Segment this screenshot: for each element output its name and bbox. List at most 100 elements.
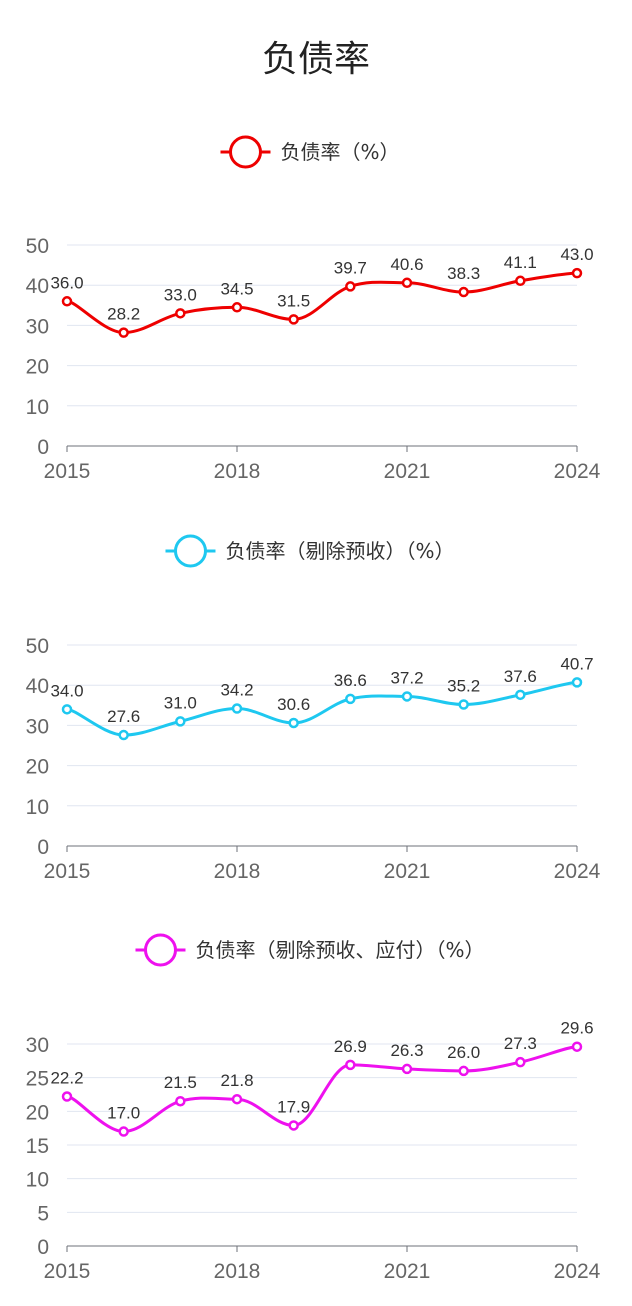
y-tick-label: 20 [26, 1101, 49, 1124]
data-point[interactable] [118, 729, 129, 741]
y-tick-label: 30 [26, 715, 49, 738]
data-label: 37.2 [390, 668, 423, 687]
data-label: 27.6 [107, 707, 140, 726]
legend-label: 负债率（剔除预收）（%） [225, 539, 454, 563]
y-tick-label: 30 [26, 315, 49, 338]
page-title: 负债率 [261, 39, 370, 80]
x-tick-label: 2015 [44, 860, 91, 883]
data-point[interactable] [401, 277, 413, 289]
data-point[interactable] [515, 1056, 526, 1068]
x-tick-label: 2024 [554, 860, 601, 883]
data-point[interactable] [288, 717, 299, 729]
data-label: 37.6 [504, 667, 537, 686]
y-tick-label: 0 [37, 1236, 49, 1259]
data-label: 43.0 [560, 245, 593, 264]
data-label: 39.7 [334, 258, 367, 277]
data-label: 31.5 [277, 291, 310, 310]
data-label: 28.2 [107, 305, 140, 324]
x-tick-label: 2021 [384, 460, 431, 483]
y-tick-label: 10 [26, 396, 49, 419]
legend-label: 负债率（剔除预收、应付）（%） [195, 938, 484, 962]
data-point[interactable] [231, 302, 243, 313]
data-point[interactable] [118, 1126, 129, 1137]
x-tick-label: 2018 [214, 460, 261, 483]
x-tick-label: 2021 [384, 1260, 431, 1283]
chart-legend[interactable]: 负债率（剔除预收）（%） [165, 534, 455, 568]
data-label: 22.2 [50, 1069, 83, 1088]
data-point[interactable] [571, 677, 583, 688]
y-tick-label: 0 [37, 436, 49, 459]
data-label: 26.3 [390, 1041, 423, 1060]
data-point[interactable] [401, 1063, 413, 1075]
series-line [66, 271, 578, 335]
data-point[interactable] [571, 267, 583, 279]
data-point[interactable] [288, 314, 299, 325]
data-label: 21.5 [164, 1073, 197, 1092]
data-point[interactable] [515, 689, 526, 701]
data-label: 17.0 [107, 1104, 140, 1123]
data-point[interactable] [345, 693, 356, 705]
x-tick-label: 2015 [44, 460, 91, 483]
data-point[interactable] [231, 1093, 243, 1105]
data-label: 34.2 [220, 681, 253, 700]
chart-legend[interactable]: 负债率（剔除预收、应付）（%） [135, 933, 485, 967]
y-tick-label: 40 [26, 275, 49, 298]
data-point[interactable] [571, 1041, 583, 1052]
x-tick-label: 2021 [384, 860, 431, 883]
data-label: 41.1 [504, 253, 537, 272]
y-tick-label: 0 [37, 836, 49, 859]
data-label: 40.6 [390, 255, 423, 274]
y-tick-label: 40 [26, 675, 49, 698]
x-tick-label: 2024 [554, 1260, 601, 1283]
data-point[interactable] [61, 704, 73, 715]
y-tick-label: 5 [37, 1202, 49, 1225]
data-point[interactable] [458, 699, 469, 710]
data-label: 40.7 [560, 654, 593, 673]
data-point[interactable] [458, 1065, 469, 1077]
data-label: 35.2 [447, 676, 480, 695]
chart-legend[interactable]: 负债率（%） [220, 135, 400, 169]
y-tick-label: 10 [26, 796, 49, 819]
data-label: 21.8 [220, 1071, 253, 1090]
data-label: 26.0 [447, 1043, 480, 1062]
legend-marker [228, 135, 262, 169]
data-point[interactable] [458, 286, 469, 298]
data-point[interactable] [118, 327, 129, 338]
x-tick-label: 2024 [554, 460, 601, 483]
series-line [66, 1045, 578, 1134]
legend-marker [173, 534, 207, 568]
y-tick-label: 25 [26, 1068, 49, 1091]
series-line [66, 680, 578, 737]
x-tick-label: 2018 [214, 860, 261, 883]
data-point[interactable] [175, 308, 186, 319]
data-point[interactable] [515, 275, 526, 287]
data-point[interactable] [175, 1095, 186, 1107]
chart-1: 负债率（%） 0 10 20 30 40 50 2015 2018 2021 2024 36.0 28.… [26, 135, 601, 483]
data-label: 17.9 [277, 1097, 310, 1116]
data-label: 26.9 [334, 1037, 367, 1056]
data-point[interactable] [175, 716, 186, 727]
data-label: 36.6 [334, 671, 367, 690]
y-tick-label: 30 [26, 1034, 49, 1057]
x-tick-label: 2018 [214, 1260, 261, 1283]
data-point[interactable] [401, 691, 413, 702]
legend-marker [143, 933, 177, 967]
data-label: 29.6 [560, 1019, 593, 1038]
data-point[interactable] [345, 281, 356, 292]
data-label: 36.0 [50, 273, 83, 292]
data-point[interactable] [345, 1059, 356, 1071]
data-point[interactable] [288, 1120, 299, 1131]
legend-label: 负债率（%） [280, 140, 399, 164]
x-tick-label: 2015 [44, 1260, 91, 1283]
chart-3: 负债率（剔除预收、应付）（%） 0 5 10 15 20 25 30 2015 2018 2021 2… [26, 933, 601, 1283]
data-label: 27.3 [504, 1034, 537, 1053]
data-point[interactable] [61, 1091, 73, 1102]
data-label: 30.6 [277, 695, 310, 714]
y-tick-label: 10 [26, 1169, 49, 1192]
data-point[interactable] [61, 296, 73, 307]
data-label: 38.3 [447, 264, 480, 283]
y-tick-label: 15 [26, 1135, 49, 1158]
data-label: 34.5 [220, 279, 253, 298]
data-point[interactable] [231, 703, 243, 714]
